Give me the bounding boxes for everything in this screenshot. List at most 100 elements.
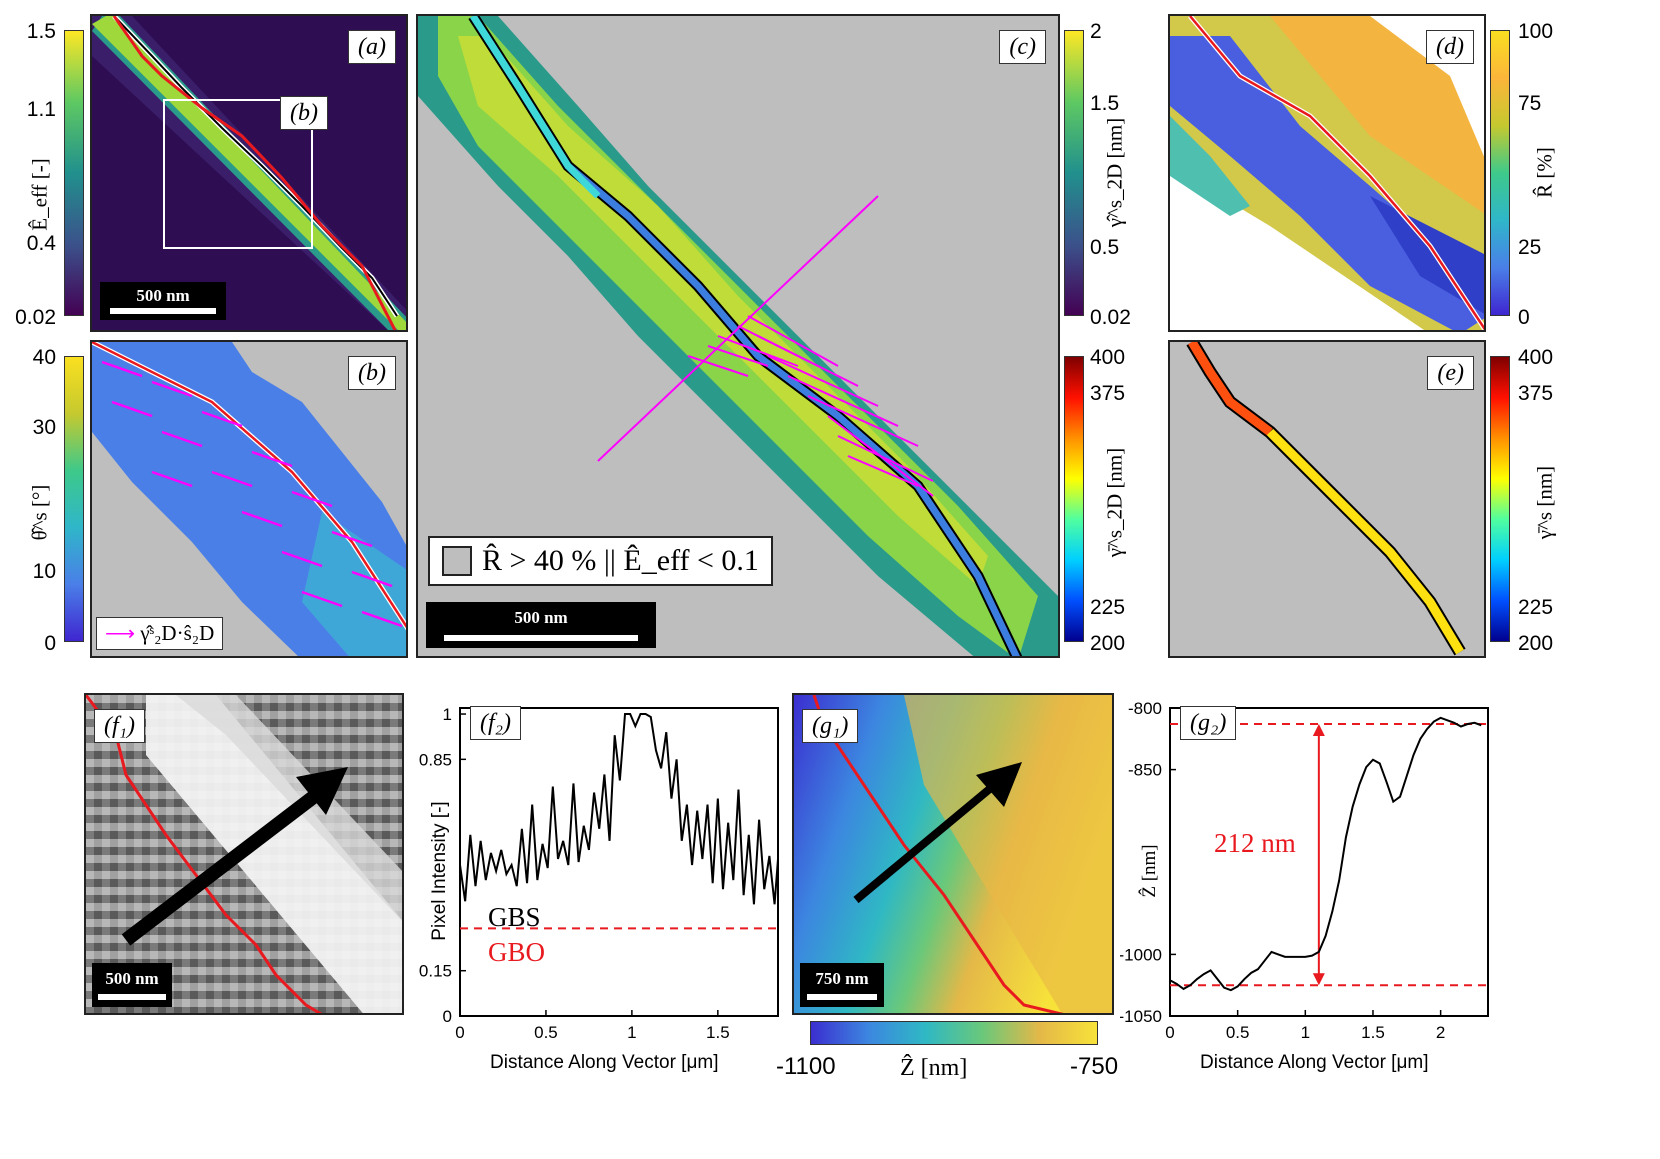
colorbar-c-top-tick: 0.02 — [1090, 306, 1131, 329]
chart-f2-svg: 0 0.5 1 1.5 1 0.85 0.15 0 — [419, 705, 779, 1042]
chart-f2-xlabel: Distance Along Vector [μm] — [490, 1052, 719, 1073]
panel-d-map — [1170, 16, 1484, 330]
colorbar-b — [64, 356, 84, 642]
chart-f2: 0 0.5 1 1.5 1 0.85 0.15 0 (f₂) Distance Along V… — [400, 680, 790, 1090]
colorbar-b-label: θ̂^s [°] — [27, 484, 52, 541]
chart-f2-ylabel: Pixel Intensity [-] — [429, 801, 450, 941]
panel-a: (a) (b) 500 nm — [90, 14, 408, 332]
colorbar-a-tick: 0.02 — [15, 306, 56, 329]
colorbar-c-bottom-label: γ̄^s_2D [nm] — [1102, 447, 1127, 558]
colorbar-c-bottom-tick: 225 — [1090, 596, 1126, 619]
y-tick-label: 0 — [443, 1007, 452, 1026]
scalebar-text: 750 nm — [815, 969, 869, 988]
colorbar-a-label: Ê_eff [-] — [27, 158, 52, 231]
panel-b-label: (b) — [348, 356, 396, 390]
plot-frame — [459, 707, 779, 1017]
colorbar-c-top-tick: 2 — [1090, 20, 1102, 43]
colorbar-c-bottom-tick: 375 — [1090, 382, 1126, 405]
legend-text: R̂ > 40 % || Ê_eff < 0.1 — [482, 544, 759, 577]
x-tick-label: 0.5 — [1226, 1023, 1250, 1042]
height-arrow-head-bottom — [1312, 973, 1325, 986]
x-tick-label: 2 — [1436, 1023, 1445, 1042]
y-tick-label: -850 — [1128, 761, 1162, 780]
colorbar-b-tick: 30 — [32, 416, 56, 439]
colorbar-c-bottom-tick: 200 — [1090, 632, 1126, 655]
colorbar-b-tick: 0 — [44, 632, 56, 655]
colorbar-e-tick: 375 — [1518, 382, 1554, 405]
panel-c-label: (c) — [999, 30, 1046, 64]
colorbar-d-tick: 100 — [1518, 20, 1554, 43]
data-series-line — [459, 713, 779, 905]
x-tick-label: 0.5 — [534, 1023, 558, 1042]
height-arrow-head-top — [1312, 724, 1325, 737]
panel-f2-label: (f₂) — [470, 706, 521, 740]
panel-g1: (g₁) 750 nm — [792, 693, 1114, 1015]
colorbar-e-label: γ̄^s [nm] — [1532, 465, 1557, 540]
colorbar-c-top-label: γ̂^s_2D [nm] — [1102, 117, 1127, 228]
colorbar-b-tick: 10 — [32, 560, 56, 583]
x-tick-label: 0 — [455, 1023, 464, 1042]
panel-g2-label: (g₂) — [1180, 706, 1237, 740]
panel-b: (b) ⟶ γ̂ˢ₂D·ŝ₂D — [90, 340, 408, 658]
panel-c-legend: R̂ > 40 % || Ê_eff < 0.1 — [428, 536, 773, 586]
panel-a-inset-label: (b) — [280, 96, 328, 130]
panel-c: (c) R̂ > 40 % || Ê_eff < 0.1 500 nm — [416, 14, 1060, 658]
x-tick-label: 1 — [627, 1023, 636, 1042]
colorbar-b-tick: 40 — [32, 346, 56, 369]
colorbar-g1-label: Ẑ [nm] — [900, 1055, 968, 1081]
panel-f1-label: (f₁) — [94, 709, 145, 743]
panel-e-label: (e) — [1427, 356, 1474, 390]
panel-b-map — [92, 342, 406, 656]
panel-d-label: (d) — [1426, 30, 1474, 64]
x-tick-label: 1 — [1301, 1023, 1310, 1042]
scalebar-text: 500 nm — [514, 608, 568, 627]
panel-g1-map — [794, 695, 1112, 1013]
colorbar-e-tick: 400 — [1518, 346, 1554, 369]
panel-c-scalebar: 500 nm — [426, 602, 656, 648]
chart-g2: 0 0.5 1 1.5 2 -800 -850 -1000 -1050 (g₂) Distanc… — [1120, 680, 1500, 1090]
magenta-arrow-icon: ⟶ — [105, 621, 136, 645]
x-tick-label: 0 — [1165, 1023, 1174, 1042]
panel-d: (d) — [1168, 14, 1486, 332]
colorbar-e-tick: 225 — [1518, 596, 1554, 619]
colorbar-d-tick: 75 — [1518, 92, 1542, 115]
panel-f1-scalebar: 500 nm — [92, 963, 172, 1007]
panel-f1: (f₁) 500 nm — [84, 693, 404, 1015]
colorbar-a-tick: 1.1 — [26, 98, 56, 121]
panel-c-map — [418, 16, 1058, 656]
mask-swatch-icon — [442, 546, 472, 576]
panel-a-map — [92, 16, 406, 330]
colorbar-g1-tick: -1100 — [776, 1053, 836, 1080]
chart-g2-ylabel: Ẑ [nm] — [1139, 844, 1160, 898]
colorbar-c-top-tick: 0.5 — [1090, 236, 1120, 259]
colorbar-d-tick: 25 — [1518, 236, 1542, 259]
panel-g1-scalebar: 750 nm — [800, 963, 884, 1007]
plot-frame — [1169, 707, 1489, 1017]
colorbar-a — [64, 30, 84, 316]
y-tick-label: 0.15 — [419, 962, 452, 981]
scalebar-text: 500 nm — [105, 969, 159, 988]
data-series-line — [1169, 716, 1482, 992]
chart-g2-svg: 0 0.5 1 1.5 2 -800 -850 -1000 -1050 — [1120, 699, 1489, 1042]
colorbar-c-bottom — [1064, 356, 1084, 642]
y-tick-label: -1050 — [1120, 1007, 1162, 1026]
chart-f2-gbo-label: GBO — [488, 937, 546, 967]
x-tick-label: 1.5 — [706, 1023, 730, 1042]
panel-a-label: (a) — [348, 30, 396, 64]
y-tick-label: 0.85 — [419, 750, 452, 769]
colorbar-d-label: R̂ [%] — [1532, 147, 1557, 198]
colorbar-e — [1490, 356, 1510, 642]
scalebar-text: 500 nm — [136, 286, 190, 305]
colorbar-c-top-tick: 1.5 — [1090, 92, 1120, 115]
colorbar-g1-tick: -750 — [1070, 1053, 1119, 1080]
panel-g1-label: (g₁) — [802, 709, 859, 743]
colorbar-d — [1490, 30, 1510, 316]
panel-e-map — [1186, 342, 1466, 656]
panel-b-legend: ⟶ γ̂ˢ₂D·ŝ₂D — [96, 617, 224, 650]
panel-a-scalebar: 500 nm — [100, 282, 226, 320]
colorbar-c-bottom-tick: 400 — [1090, 346, 1126, 369]
chart-g2-annotation: 212 nm — [1214, 828, 1296, 858]
panel-e: (e) — [1168, 340, 1486, 658]
colorbar-d-tick: 0 — [1518, 306, 1530, 329]
colorbar-c-top — [1064, 30, 1084, 316]
